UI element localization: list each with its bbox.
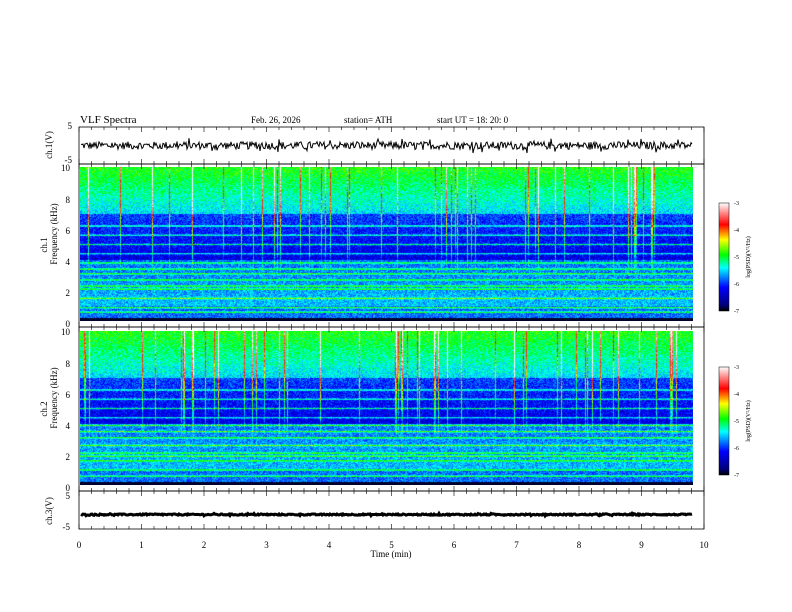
ch1-ytick-2: 2	[66, 288, 71, 298]
ch3-ytick-top: 5	[66, 491, 71, 501]
ch2-colorbar-label: log(PSD)(V²/Hz)	[745, 400, 752, 441]
ch2-ytick-10: 10	[61, 327, 71, 337]
ch1-ytick-4: 4	[66, 257, 71, 267]
x-tick-label: 0	[77, 540, 82, 550]
date-label: Feb. 26, 2026	[251, 115, 301, 125]
ch2-ytick-0: 0	[66, 483, 71, 493]
x-tick-labels: 0 1 2 3 4 5 6 7 8 9 10	[77, 540, 709, 550]
x-tick-label: 7	[514, 540, 519, 550]
ch1-ylabel: ch.1(V)	[44, 131, 54, 159]
ch1-ytick-8: 8	[66, 195, 71, 205]
ch3-ytick-bottom: -5	[63, 522, 71, 532]
x-tick-label: 5	[389, 540, 394, 550]
x-tick-label: 10	[700, 540, 710, 550]
ch1-cbtick-3: -3	[734, 201, 739, 207]
ch2-ytick-6: 6	[66, 390, 71, 400]
ch3-waveform-frame	[78, 490, 705, 530]
ch1-cbtick-5: -5	[734, 255, 739, 261]
ch2-cbtick-7: -7	[734, 473, 739, 479]
ch2-cbtick-6: -6	[734, 446, 739, 452]
x-tick-label: 4	[327, 540, 332, 550]
ch1-colorbar-label: log(PSD)(V²/Hz)	[745, 236, 752, 277]
ch1-colorbar	[718, 202, 730, 312]
figure-title: VLF Spectra	[80, 114, 137, 126]
ch1-ytick-6: 6	[66, 226, 71, 236]
x-tick-label: 6	[452, 540, 457, 550]
ch1-waveform-line	[80, 137, 693, 154]
ch1-ytick-top: 5	[68, 121, 73, 131]
x-tick-label: 3	[264, 540, 269, 550]
ch2-ytick-8: 8	[66, 359, 71, 369]
ch3-waveform-ticks	[78, 491, 705, 529]
ch2-spec-ylabel: ch.2	[39, 401, 49, 416]
x-tick-label: 2	[202, 540, 207, 550]
ch1-spec-ylabel: ch.1	[39, 237, 49, 252]
ch2-colorbar	[718, 366, 730, 476]
x-axis-label: Time (min)	[371, 549, 412, 559]
ch2-ytick-4: 4	[66, 421, 71, 431]
ch2-spectrogram-panel: 0 2 4 6 8 10 ch.2 Frequency (kHz) -3 -4 …	[39, 326, 752, 493]
x-tick-label: 8	[577, 540, 582, 550]
ch3-waveform-line	[80, 510, 693, 519]
ch3-waveform-panel: 5 -5 ch.3(V)	[44, 490, 705, 532]
ch3-ylabel: ch.3(V)	[44, 497, 54, 525]
ch2-cbtick-3: -3	[734, 365, 739, 371]
ch1-spectrogram-image	[80, 167, 693, 321]
ch1-spectrogram-panel: 0 2 4 6 8 10 ch.1 Frequency (kHz) -3 -4 …	[39, 163, 752, 329]
ch2-cbtick-5: -5	[734, 419, 739, 425]
ch2-spec-ylabel2: Frequency (kHz)	[49, 367, 59, 428]
ch1-waveform-panel: 5 -5 ch.1(V)	[44, 121, 705, 165]
ch1-cbtick-4: -4	[734, 228, 739, 234]
ch1-spectrogram-ticks	[78, 164, 705, 327]
ch1-ytick-0: 0	[66, 319, 71, 329]
ch1-ytick-bottom: -5	[65, 155, 73, 165]
ch2-cbtick-4: -4	[734, 392, 739, 398]
ch1-ytick-10: 10	[61, 163, 71, 173]
ch2-spectrogram-ticks	[78, 327, 705, 491]
station-label: station= ATH	[344, 115, 393, 125]
x-tick-label: 1	[139, 540, 144, 550]
ch1-cbtick-6: -6	[734, 282, 739, 288]
start-time-label: start UT = 18: 20: 0	[437, 115, 509, 125]
ch1-waveform-ticks	[78, 127, 705, 164]
ch2-spectrogram-image	[80, 331, 693, 485]
ch1-cbtick-7: -7	[734, 309, 739, 315]
ch1-spec-ylabel2: Frequency (kHz)	[49, 203, 59, 264]
x-tick-label: 9	[639, 540, 644, 550]
ch2-ytick-2: 2	[66, 452, 71, 462]
